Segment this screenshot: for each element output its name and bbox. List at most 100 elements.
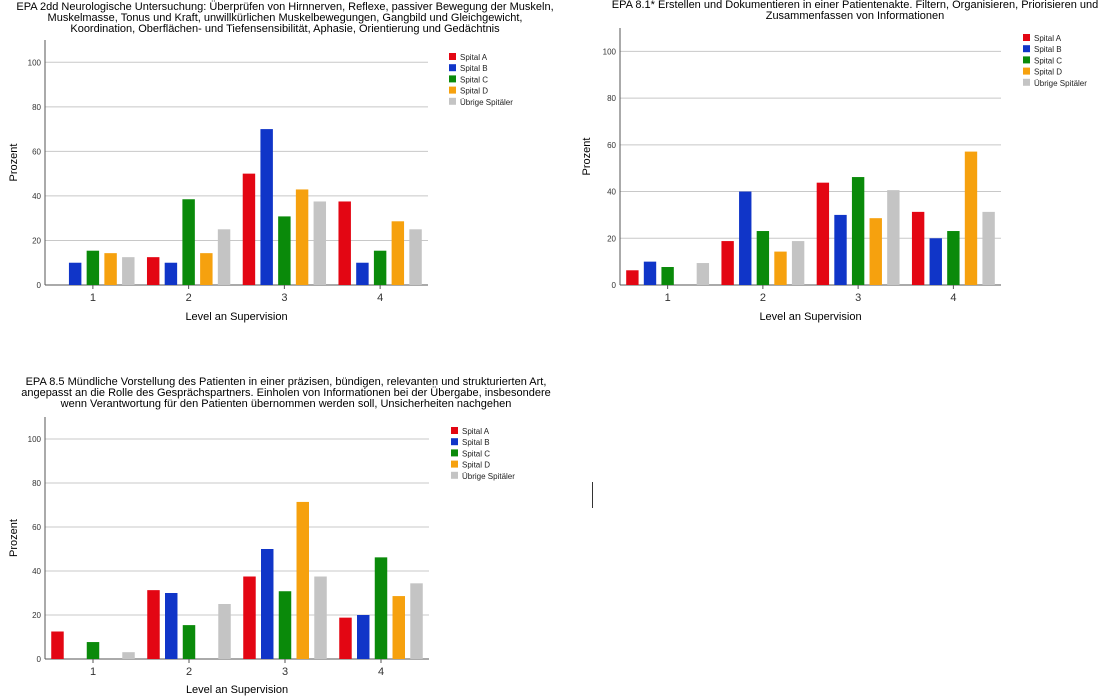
legend-swatch — [451, 427, 458, 434]
bar — [243, 576, 256, 659]
bar — [947, 231, 960, 285]
bar — [964, 151, 978, 285]
y-tick-label: 80 — [32, 479, 41, 488]
y-tick-label: 80 — [607, 94, 616, 103]
y-tick-label: 60 — [32, 523, 41, 532]
legend-swatch — [451, 471, 458, 479]
legend: Spital A Spital B Spital C Spital D Übrige S… — [449, 53, 513, 107]
y-tick-label: 60 — [607, 141, 616, 150]
legend-swatch — [449, 64, 456, 72]
bar — [182, 199, 195, 285]
y-tick-label: 100 — [603, 47, 617, 56]
bar — [774, 251, 787, 285]
bar — [643, 261, 657, 285]
x-tick-label: 2 — [186, 666, 192, 678]
bar — [356, 262, 369, 285]
legend-swatch — [449, 75, 456, 83]
bar — [104, 253, 117, 285]
legend-label: Übrige Spitäler — [462, 472, 515, 481]
y-axis-title: Prozent — [8, 519, 20, 557]
bar — [869, 218, 882, 285]
bar — [887, 190, 900, 285]
legend-label: Spital B — [460, 64, 488, 73]
y-tick-label: 0 — [37, 655, 42, 664]
bar — [409, 229, 422, 285]
legend-swatch — [1023, 78, 1030, 86]
y-tick-label: 0 — [37, 281, 42, 290]
x-axis-title: Level an Supervision — [186, 684, 288, 696]
bar — [816, 182, 830, 285]
legend-label: Spital D — [460, 87, 488, 96]
bar — [261, 549, 274, 659]
x-tick-label: 4 — [950, 292, 956, 304]
x-tick-label: 2 — [186, 292, 192, 304]
chart-3: EPA 8.5 Mündliche Vorstellung des Patien… — [8, 376, 551, 696]
bar — [218, 604, 231, 659]
bar — [164, 262, 178, 285]
chart-title-line: Zusammenfassen von Informationen — [766, 10, 945, 22]
bar — [756, 231, 770, 285]
bar — [86, 642, 100, 659]
legend-label: Spital B — [1034, 45, 1062, 54]
bar — [851, 177, 865, 285]
x-tick-label: 2 — [760, 292, 766, 304]
y-tick-label: 40 — [32, 567, 41, 576]
y-tick-label: 40 — [32, 192, 41, 201]
legend-swatch — [451, 438, 458, 446]
bar — [313, 201, 327, 285]
bar — [911, 211, 925, 285]
legend: Spital A Spital B Spital C Spital D Übrige S… — [451, 427, 515, 481]
bar — [242, 173, 256, 285]
x-axis-title: Level an Supervision — [185, 311, 287, 323]
chart-title-line: Muskelmasse, Tonus und Kraft, unwillkürl… — [48, 12, 523, 24]
y-tick-label: 40 — [607, 188, 616, 197]
chart-title-line: EPA 2dd Neurologische Untersuchung: Über… — [16, 1, 553, 13]
bar — [278, 216, 291, 285]
x-tick-label: 4 — [377, 292, 383, 304]
bar — [739, 191, 752, 285]
bar — [357, 615, 370, 659]
y-tick-label: 20 — [32, 236, 41, 245]
y-tick-label: 100 — [28, 58, 42, 67]
legend-swatch — [449, 97, 456, 105]
chart-title-line: Koordination, Oberflächen- und Tiefensen… — [70, 23, 500, 35]
bar — [374, 557, 388, 659]
chart-title-line: wenn Verantwortung für den Patienten übe… — [60, 398, 512, 410]
bar — [260, 129, 273, 285]
bar — [982, 211, 995, 285]
bar — [391, 221, 405, 285]
chart-2: EPA 8.1* Erstellen und Dokumentieren in … — [581, 0, 1098, 323]
y-tick-label: 100 — [28, 435, 42, 444]
legend-swatch — [451, 460, 458, 468]
legend-label: Spital C — [462, 449, 490, 458]
bar — [410, 583, 423, 659]
x-tick-label: 1 — [90, 666, 96, 678]
legend-swatch — [1023, 45, 1030, 53]
chart-1: EPA 2dd Neurologische Untersuchung: Über… — [8, 1, 554, 323]
bar — [86, 250, 100, 285]
legend: Spital A Spital B Spital C Spital D Übrige S… — [1023, 34, 1087, 88]
bar — [122, 257, 135, 285]
bar — [200, 253, 213, 285]
y-tick-label: 20 — [32, 611, 41, 620]
x-tick-label: 3 — [281, 292, 287, 304]
bar — [626, 270, 639, 285]
bar — [122, 652, 135, 659]
legend-swatch — [449, 86, 456, 94]
x-tick-label: 4 — [378, 666, 384, 678]
legend-label: Spital C — [1034, 56, 1062, 65]
bar — [696, 263, 710, 285]
bar — [147, 590, 160, 659]
y-tick-label: 20 — [607, 234, 616, 243]
bar — [314, 576, 327, 659]
bar — [791, 241, 805, 285]
bar — [392, 596, 405, 659]
x-tick-label: 3 — [282, 666, 288, 678]
y-tick-label: 0 — [612, 281, 617, 290]
x-tick-label: 1 — [90, 292, 96, 304]
x-tick-label: 3 — [855, 292, 861, 304]
bar — [721, 241, 734, 285]
bar — [338, 201, 351, 285]
bar — [834, 214, 847, 285]
